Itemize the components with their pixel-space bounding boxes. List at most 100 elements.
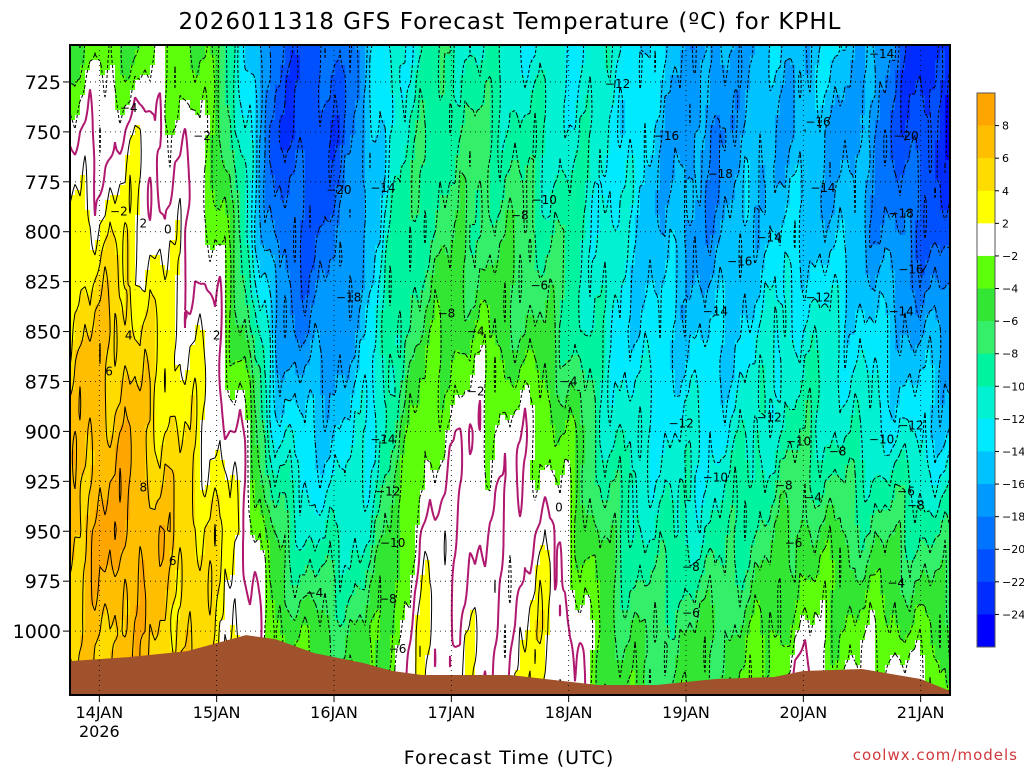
temperature-cell — [570, 125, 576, 131]
temperature-cell — [725, 180, 731, 186]
temperature-cell — [225, 165, 231, 171]
temperature-cell — [610, 95, 616, 101]
temperature-cell — [720, 165, 726, 171]
temperature-cell — [265, 175, 271, 181]
temperature-cell — [700, 130, 706, 136]
temperature-cell — [905, 50, 911, 56]
temperature-cell — [455, 180, 461, 186]
temperature-cell — [415, 145, 421, 151]
temperature-cell — [305, 55, 311, 61]
temperature-cell — [450, 165, 456, 171]
temperature-cell — [895, 110, 901, 116]
temperature-cell — [515, 95, 521, 101]
temperature-cell — [235, 110, 241, 116]
temperature-cell — [845, 100, 851, 106]
temperature-cell — [405, 115, 411, 121]
temperature-cell — [200, 75, 206, 81]
temperature-cell — [610, 55, 616, 61]
temperature-cell — [900, 60, 906, 66]
temperature-cell — [215, 55, 221, 61]
temperature-cell — [330, 55, 336, 61]
temperature-cell — [750, 125, 756, 131]
temperature-cell — [400, 65, 406, 71]
temperature-cell — [525, 100, 531, 106]
temperature-cell — [385, 80, 391, 86]
temperature-cell — [790, 125, 796, 131]
temperature-cell — [735, 125, 741, 131]
temperature-cell — [415, 155, 421, 161]
temperature-cell — [810, 85, 816, 91]
temperature-cell — [700, 85, 706, 91]
temperature-cell — [270, 75, 276, 81]
temperature-cell — [440, 95, 446, 101]
temperature-cell — [505, 95, 511, 101]
temperature-cell — [350, 180, 356, 186]
temperature-cell — [450, 130, 456, 136]
temperature-cell — [800, 180, 806, 186]
temperature-cell — [820, 50, 826, 56]
temperature-cell — [880, 50, 886, 56]
temperature-cell — [875, 55, 881, 61]
temperature-cell — [240, 145, 246, 151]
temperature-cell — [195, 55, 201, 61]
temperature-cell — [750, 85, 756, 91]
temperature-cell — [230, 120, 236, 126]
temperature-cell — [720, 160, 726, 166]
temperature-cell — [380, 160, 386, 166]
temperature-cell — [275, 155, 281, 161]
temperature-cell — [370, 60, 376, 66]
temperature-cell — [635, 50, 641, 56]
temperature-cell — [285, 185, 291, 191]
temperature-cell — [325, 155, 331, 161]
temperature-cell — [810, 130, 816, 136]
temperature-cell — [745, 70, 751, 76]
temperature-cell — [615, 155, 621, 161]
temperature-cell — [175, 90, 181, 96]
temperature-cell — [300, 75, 306, 81]
temperature-cell — [260, 60, 266, 66]
temperature-cell — [250, 80, 256, 86]
temperature-cell — [340, 160, 346, 166]
temperature-cell — [315, 90, 321, 96]
temperature-cell — [775, 45, 781, 51]
temperature-cell — [350, 145, 356, 151]
temperature-cell — [80, 95, 86, 101]
temperature-cell — [130, 170, 136, 176]
temperature-cell — [855, 110, 861, 116]
temperature-cell — [650, 180, 656, 186]
temperature-cell — [800, 70, 806, 76]
temperature-cell — [520, 55, 526, 61]
temperature-cell — [215, 125, 221, 131]
temperature-cell — [580, 75, 586, 81]
temperature-cell — [120, 120, 126, 126]
temperature-cell — [845, 115, 851, 121]
temperature-cell — [885, 155, 891, 161]
temperature-cell — [730, 75, 736, 81]
temperature-cell — [370, 125, 376, 131]
temperature-cell — [200, 155, 206, 161]
temperature-cell — [945, 110, 950, 116]
temperature-cell — [330, 60, 336, 66]
temperature-cell — [760, 45, 766, 51]
temperature-cell — [845, 120, 851, 126]
temperature-cell — [225, 85, 231, 91]
temperature-cell — [80, 135, 86, 141]
temperature-cell — [460, 85, 466, 91]
temperature-cell — [905, 100, 911, 106]
temperature-cell — [895, 120, 901, 126]
temperature-cell — [460, 90, 466, 96]
temperature-cell — [775, 165, 781, 171]
temperature-cell — [235, 105, 241, 111]
temperature-cell — [215, 160, 221, 166]
temperature-cell — [775, 170, 781, 176]
temperature-cell — [190, 115, 196, 121]
temperature-cell — [535, 180, 541, 186]
temperature-cell — [115, 125, 121, 131]
temperature-cell — [550, 120, 556, 126]
temperature-cell — [160, 145, 166, 151]
temperature-cell — [345, 155, 351, 161]
temperature-cell — [745, 175, 751, 181]
temperature-cell — [485, 75, 491, 81]
temperature-cell — [710, 150, 716, 156]
temperature-cell — [480, 105, 486, 111]
